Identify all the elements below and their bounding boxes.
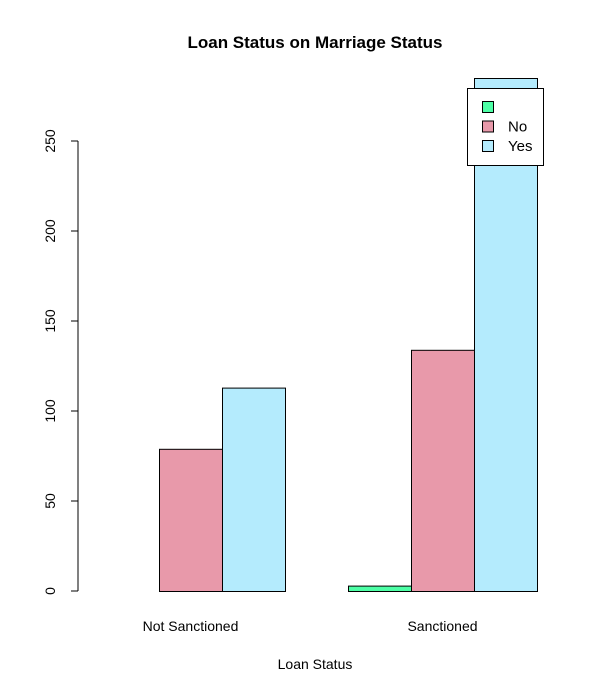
y-tick-label: 50 xyxy=(42,493,58,509)
y-tick-label: 100 xyxy=(42,399,58,423)
y-tick-label: 150 xyxy=(42,309,58,333)
y-tick-label: 250 xyxy=(42,129,58,153)
legend-swatch xyxy=(482,120,494,133)
legend-swatch xyxy=(482,140,494,152)
bar-no-not-sanctioned xyxy=(159,448,223,592)
x-tick-label: Not Sanctioned xyxy=(143,618,239,634)
legend-label: No xyxy=(508,119,527,136)
bar-blank-sanctioned xyxy=(348,585,412,592)
legend-box xyxy=(467,88,544,166)
chart-title: Loan Status on Marriage Status xyxy=(187,33,442,52)
x-tick-labels: Not Sanctioned Sanctioned xyxy=(143,618,478,634)
legend-swatch xyxy=(482,101,494,113)
x-axis-label: Loan Status xyxy=(278,656,353,672)
legend: No Yes xyxy=(467,88,544,166)
x-tick-label: Sanctioned xyxy=(407,618,477,634)
y-tick-label: 200 xyxy=(42,219,58,243)
y-axis: 0 50 100 150 200 250 xyxy=(42,129,79,595)
bar-yes-not-sanctioned xyxy=(222,387,286,592)
bar-no-sanctioned xyxy=(411,349,475,592)
y-tick-label: 0 xyxy=(42,587,58,595)
legend-label: Yes xyxy=(508,138,532,155)
